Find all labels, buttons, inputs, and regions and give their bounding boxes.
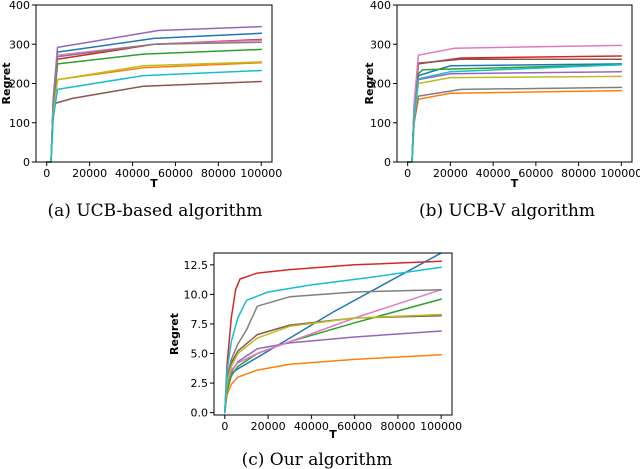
y-tick-label: 100 bbox=[9, 117, 30, 130]
x-tick-label: 40000 bbox=[294, 420, 329, 433]
series-line-6 bbox=[224, 314, 442, 414]
series-line-7 bbox=[45, 39, 263, 163]
chart-ucb-based: 0 20000 40000 60000 80000 100000 0 100 200 300 400… bbox=[0, 0, 282, 221]
x-tick-label: 80000 bbox=[561, 167, 596, 180]
plot-frame bbox=[396, 4, 633, 163]
series-group bbox=[45, 25, 263, 163]
y-tick-label: 200 bbox=[370, 78, 391, 91]
y-tick-label: 5.0 bbox=[191, 348, 209, 361]
series-line-10 bbox=[45, 69, 263, 163]
series-line-2 bbox=[45, 61, 263, 163]
x-tick-label: 20000 bbox=[72, 167, 107, 180]
x-axis-label: T bbox=[150, 177, 158, 190]
x-tick-label: 0 bbox=[404, 167, 411, 180]
y-axis-label: Regret bbox=[168, 313, 181, 355]
y-axis-label: Regret bbox=[363, 63, 376, 105]
x-tick-label: 100000 bbox=[600, 167, 640, 180]
series-line-4 bbox=[224, 260, 442, 414]
x-tick-label: 20000 bbox=[251, 420, 286, 433]
series-line-2 bbox=[224, 353, 442, 414]
x-tick-label: 0 bbox=[221, 420, 228, 433]
plot-frame bbox=[35, 4, 273, 163]
x-tick-label: 40000 bbox=[115, 167, 150, 180]
y-tick-label: 2.5 bbox=[191, 377, 209, 390]
series-line-1 bbox=[406, 63, 623, 163]
series-line-10 bbox=[224, 266, 442, 414]
x-tick-label: 0 bbox=[43, 167, 50, 180]
x-tick-label: 100000 bbox=[420, 420, 462, 433]
x-axis-label: T bbox=[329, 428, 337, 441]
y-tick-label: 0 bbox=[23, 156, 30, 169]
y-tick-label: 400 bbox=[9, 0, 30, 12]
series-group bbox=[406, 44, 623, 163]
series-line-8 bbox=[224, 288, 442, 414]
y-axis-label: Regret bbox=[0, 63, 13, 105]
y-tick-label: 7.5 bbox=[191, 318, 209, 331]
x-tick-label: 60000 bbox=[337, 420, 372, 433]
y-tick-label: 400 bbox=[370, 0, 391, 12]
series-group bbox=[224, 252, 442, 414]
x-tick-label: 60000 bbox=[518, 167, 553, 180]
series-line-9 bbox=[45, 61, 263, 163]
subfigure-caption: (c) Our algorithm bbox=[242, 450, 393, 469]
x-tick-label: 80000 bbox=[201, 167, 236, 180]
y-tick-label: 0.0 bbox=[191, 407, 209, 420]
series-line-7 bbox=[406, 44, 623, 163]
y-tick-label: 12.5 bbox=[184, 259, 209, 272]
chart-ucb-v: 0 20000 40000 60000 80000 100000 0 100 200 300 400… bbox=[363, 0, 640, 221]
series-line-2 bbox=[406, 89, 623, 163]
x-tick-label: 40000 bbox=[476, 167, 511, 180]
subfigure-caption: (b) UCB-V algorithm bbox=[419, 201, 595, 221]
x-tick-label: 20000 bbox=[433, 167, 468, 180]
series-line-8 bbox=[45, 41, 263, 163]
plot-frame bbox=[213, 252, 453, 416]
series-line-3 bbox=[45, 48, 263, 163]
series-line-3 bbox=[224, 298, 442, 414]
series-line-5 bbox=[45, 25, 263, 163]
series-line-5 bbox=[224, 330, 442, 414]
x-axis-label: T bbox=[511, 177, 519, 190]
y-tick-label: 300 bbox=[370, 38, 391, 51]
chart-our-algorithm: 0 20000 40000 60000 80000 100000 0.0 2.5 5.0 7.5 1… bbox=[168, 252, 462, 469]
x-tick-label: 60000 bbox=[158, 167, 193, 180]
series-line-5 bbox=[406, 70, 623, 163]
y-tick-label: 100 bbox=[370, 117, 391, 130]
series-line-6 bbox=[45, 80, 263, 163]
x-tick-label: 100000 bbox=[240, 167, 282, 180]
y-tick-label: 10.0 bbox=[184, 288, 209, 301]
subfigure-caption: (a) UCB-based algorithm bbox=[48, 201, 263, 221]
series-line-8 bbox=[406, 86, 623, 163]
y-tick-label: 200 bbox=[9, 78, 30, 91]
y-tick-label: 300 bbox=[9, 38, 30, 51]
series-line-4 bbox=[45, 38, 263, 163]
y-tick-label: 0 bbox=[384, 156, 391, 169]
x-tick-label: 80000 bbox=[380, 420, 415, 433]
series-line-9 bbox=[224, 313, 442, 414]
